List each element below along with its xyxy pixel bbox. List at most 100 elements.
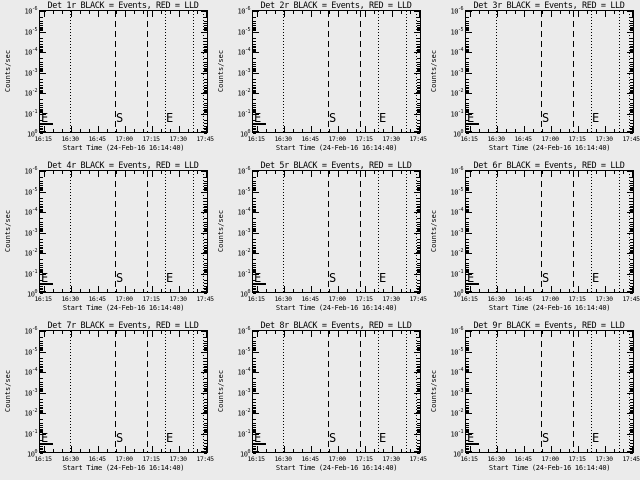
y-tick-label: 10-5 xyxy=(237,27,251,37)
event-letter-E: E xyxy=(467,431,475,445)
y-minor-tick xyxy=(417,239,420,240)
y-minor-tick xyxy=(204,82,207,83)
y-minor-tick xyxy=(417,132,420,133)
x-major-tick xyxy=(578,11,579,17)
x-tick-label: 17:00 xyxy=(115,295,133,303)
y-minor-tick xyxy=(204,263,207,264)
x-minor-tick xyxy=(161,129,162,132)
y-minor-tick xyxy=(40,245,43,246)
y-minor-tick xyxy=(204,242,207,243)
y-minor-tick xyxy=(204,21,207,22)
y-minor-tick xyxy=(630,189,633,190)
x-major-tick xyxy=(605,126,606,132)
x-minor-tick xyxy=(107,449,108,452)
y-minor-tick xyxy=(204,271,207,272)
y-minor-tick xyxy=(204,209,207,210)
y-major-tick xyxy=(201,274,207,275)
x-major-tick xyxy=(551,171,552,177)
y-minor-tick xyxy=(40,68,43,69)
y-minor-tick xyxy=(466,408,469,409)
x-minor-tick xyxy=(383,129,384,132)
y-minor-tick xyxy=(466,382,469,383)
y-tick-label: 10-1 xyxy=(237,429,251,439)
y-minor-tick xyxy=(630,206,633,207)
y-minor-tick xyxy=(253,399,256,400)
vline-dashed xyxy=(147,171,148,292)
y-minor-tick xyxy=(40,187,43,188)
y-minor-tick xyxy=(253,341,256,342)
y-minor-tick xyxy=(466,247,469,248)
y-minor-tick xyxy=(204,391,207,392)
x-major-tick xyxy=(470,171,471,177)
y-major-tick xyxy=(253,131,259,132)
y-minor-tick xyxy=(417,91,420,92)
y-minor-tick xyxy=(417,248,420,249)
y-minor-tick xyxy=(466,25,469,26)
plot-area xyxy=(465,170,634,294)
y-minor-tick xyxy=(466,224,469,225)
x-minor-tick xyxy=(275,331,276,334)
y-minor-tick xyxy=(417,251,420,252)
y-minor-tick xyxy=(40,389,43,390)
vline-dotted xyxy=(193,331,194,452)
x-minor-tick xyxy=(116,11,117,14)
y-minor-tick xyxy=(253,286,256,287)
y-minor-tick xyxy=(466,209,469,210)
y-minor-tick xyxy=(630,349,633,350)
y-minor-tick xyxy=(630,370,633,371)
y-minor-tick xyxy=(40,129,43,130)
x-major-tick xyxy=(497,11,498,17)
y-minor-tick xyxy=(630,99,633,100)
x-minor-tick xyxy=(347,129,348,132)
x-minor-tick xyxy=(161,331,162,334)
y-minor-tick xyxy=(417,99,420,100)
y-major-tick xyxy=(414,253,420,254)
y-minor-tick xyxy=(204,71,207,72)
y-minor-tick xyxy=(40,189,43,190)
x-tick-label: 16:15 xyxy=(247,295,265,303)
x-major-tick xyxy=(578,126,579,132)
y-minor-tick xyxy=(204,347,207,348)
y-minor-tick xyxy=(40,181,43,182)
y-minor-tick xyxy=(204,198,207,199)
y-major-tick xyxy=(414,192,420,193)
y-minor-tick xyxy=(417,111,420,112)
y-minor-tick xyxy=(204,70,207,71)
x-tick-label: 17:45 xyxy=(622,295,640,303)
y-minor-tick xyxy=(466,371,469,372)
y-minor-tick xyxy=(417,46,420,47)
y-major-tick xyxy=(414,274,420,275)
vline-dashed xyxy=(360,171,361,292)
y-minor-tick xyxy=(204,361,207,362)
x-minor-tick xyxy=(275,11,276,14)
y-minor-tick xyxy=(204,79,207,80)
y-major-tick xyxy=(414,52,420,53)
y-minor-tick xyxy=(40,58,43,59)
y-minor-tick xyxy=(40,259,43,260)
x-tick-label: 17:00 xyxy=(115,135,133,143)
x-tick-label: 17:45 xyxy=(196,455,214,463)
y-minor-tick xyxy=(253,201,256,202)
x-minor-tick xyxy=(596,289,597,292)
x-minor-tick xyxy=(560,449,561,452)
y-minor-tick xyxy=(204,91,207,92)
y-minor-tick xyxy=(417,452,420,453)
y-minor-tick xyxy=(40,88,43,89)
y-minor-tick xyxy=(466,411,469,412)
y-minor-tick xyxy=(204,389,207,390)
y-major-tick xyxy=(414,233,420,234)
y-minor-tick xyxy=(466,189,469,190)
x-minor-tick xyxy=(623,171,624,174)
x-major-tick xyxy=(524,11,525,17)
y-minor-tick xyxy=(466,21,469,22)
y-minor-tick xyxy=(417,402,420,403)
x-major-tick xyxy=(71,171,72,177)
y-major-tick xyxy=(627,372,633,373)
y-minor-tick xyxy=(466,341,469,342)
y-minor-tick xyxy=(417,85,420,86)
y-minor-tick xyxy=(204,69,207,70)
y-minor-tick xyxy=(204,88,207,89)
y-minor-tick xyxy=(40,64,43,65)
x-major-tick xyxy=(524,286,525,292)
x-minor-tick xyxy=(80,11,81,14)
